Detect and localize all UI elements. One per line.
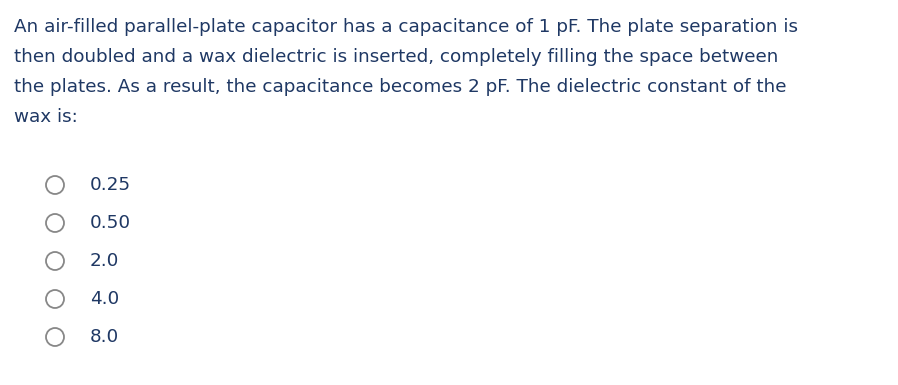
Text: An air-filled parallel-plate capacitor has a capacitance of 1 pF. The plate sepa: An air-filled parallel-plate capacitor h… bbox=[14, 18, 798, 36]
Text: 0.50: 0.50 bbox=[90, 214, 131, 232]
Text: 0.25: 0.25 bbox=[90, 176, 131, 194]
Text: 4.0: 4.0 bbox=[90, 290, 119, 308]
Text: wax is:: wax is: bbox=[14, 108, 78, 126]
Text: then doubled and a wax dielectric is inserted, completely filling the space betw: then doubled and a wax dielectric is ins… bbox=[14, 48, 779, 66]
Text: the plates. As a result, the capacitance becomes 2 pF. The dielectric constant o: the plates. As a result, the capacitance… bbox=[14, 78, 787, 96]
Text: 8.0: 8.0 bbox=[90, 328, 119, 346]
Text: 2.0: 2.0 bbox=[90, 252, 119, 270]
